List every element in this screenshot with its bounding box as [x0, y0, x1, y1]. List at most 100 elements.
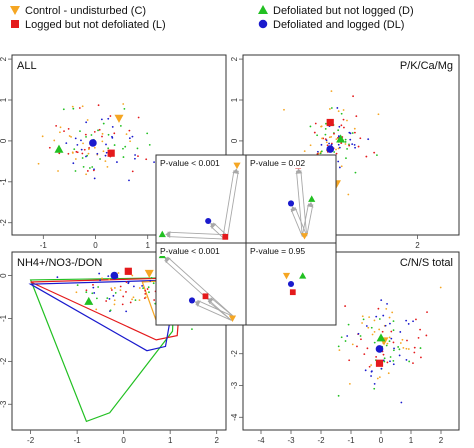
sample-point — [71, 105, 74, 108]
sample-point — [370, 326, 373, 329]
panel-5: P-value < 0.001 — [155, 154, 247, 244]
inset-point-dl — [205, 217, 212, 225]
sample-point — [107, 147, 110, 150]
sample-point — [425, 334, 428, 337]
sample-point — [398, 354, 401, 357]
sample-point — [439, 286, 442, 289]
panels: -1 0 1 2 -2 -1 0 1 2 ALL -2 0 2 -2 -1 0 1 2 P/K/Ca/Mg -2 -1 0… — [0, 54, 460, 445]
sample-point — [378, 376, 381, 378]
sample-point — [88, 167, 91, 169]
sample-point — [392, 349, 395, 352]
panel-title: ALL — [17, 60, 37, 72]
sample-point — [146, 132, 149, 135]
p-value-label: P-value = 0.95 — [250, 246, 305, 256]
sample-point — [95, 308, 98, 311]
sample-point — [137, 155, 139, 158]
sample-point — [86, 119, 89, 121]
sample-point — [345, 157, 347, 160]
arrow-head — [290, 206, 298, 213]
arrow-shaft — [290, 208, 303, 237]
y-tick-label: 2 — [230, 56, 239, 61]
sample-point — [376, 154, 378, 157]
x-tick-label: 2 — [214, 436, 219, 445]
sample-point — [131, 298, 133, 301]
arrow-head — [306, 201, 314, 208]
sample-point — [386, 302, 388, 305]
centroid-dl — [110, 271, 119, 280]
panel-3: -2 -1 0 1 2 -3 -2 -1 0 NH4+/NO3-/DON — [0, 251, 227, 445]
centroid-d — [376, 333, 386, 342]
sample-point — [76, 144, 79, 146]
inset-point-dl — [287, 200, 295, 207]
sample-point — [353, 127, 356, 130]
sample-point — [134, 299, 137, 302]
sample-point — [390, 337, 393, 340]
sample-point — [333, 132, 335, 135]
sample-point — [357, 332, 360, 335]
sample-point — [351, 143, 354, 146]
sample-point — [143, 297, 146, 300]
x-tick-label: -2 — [317, 436, 325, 445]
centroid-c — [114, 114, 124, 123]
arrow-head — [232, 168, 240, 175]
centroid-dl — [89, 139, 97, 147]
sample-point — [419, 347, 422, 349]
x-tick-label: 2 — [415, 241, 420, 250]
sample-point — [113, 303, 116, 306]
sample-point — [337, 129, 340, 132]
sample-point — [125, 281, 128, 284]
sample-point — [413, 351, 416, 354]
panel-title: P/K/Ca/Mg — [400, 60, 453, 72]
sample-point — [342, 118, 345, 121]
sample-point — [344, 138, 347, 141]
x-tick-label: -1 — [347, 436, 355, 445]
sample-point — [144, 289, 147, 292]
sample-point — [113, 299, 116, 302]
sample-point — [65, 142, 68, 145]
arrow-head — [165, 231, 171, 239]
inset-point-d — [158, 230, 166, 238]
arrow-shaft — [227, 170, 239, 238]
panel-frame — [11, 54, 227, 236]
sample-point — [380, 367, 383, 370]
sample-point — [385, 307, 388, 310]
sample-point — [141, 284, 144, 287]
centroid-l — [375, 359, 384, 367]
y-tick-label: -3 — [0, 400, 8, 408]
sample-point — [325, 122, 327, 125]
centroid-l — [124, 267, 132, 275]
sample-point — [389, 360, 391, 363]
y-tick-label: -1 — [0, 178, 8, 186]
arrow-head — [164, 257, 171, 264]
sample-point — [375, 315, 378, 318]
sample-point — [84, 133, 87, 136]
y-tick-label: 2 — [0, 56, 8, 61]
sample-point — [367, 326, 370, 329]
sample-point — [362, 318, 365, 321]
sample-point — [391, 311, 394, 314]
sample-point — [330, 143, 333, 146]
sample-point — [367, 138, 370, 141]
x-tick-label: 0 — [93, 241, 98, 250]
sample-point — [93, 146, 96, 149]
sample-point — [125, 310, 128, 313]
sample-point — [93, 168, 95, 171]
inset-point-c — [300, 233, 309, 240]
inset-point-l — [289, 289, 296, 296]
p-value-label: P-value < 0.001 — [160, 246, 220, 256]
sample-point — [392, 320, 395, 323]
inset-point-dl — [188, 297, 196, 304]
sample-point — [405, 347, 408, 350]
legend-marker-c — [10, 6, 20, 15]
sample-point — [320, 125, 323, 128]
sample-point — [70, 135, 72, 138]
sample-point — [121, 303, 124, 306]
sample-point — [128, 179, 130, 182]
sample-point — [370, 370, 373, 373]
sample-point — [97, 286, 100, 288]
sample-point — [415, 318, 417, 321]
sample-point — [373, 330, 376, 333]
sample-point — [373, 382, 376, 385]
sample-point — [324, 127, 327, 130]
